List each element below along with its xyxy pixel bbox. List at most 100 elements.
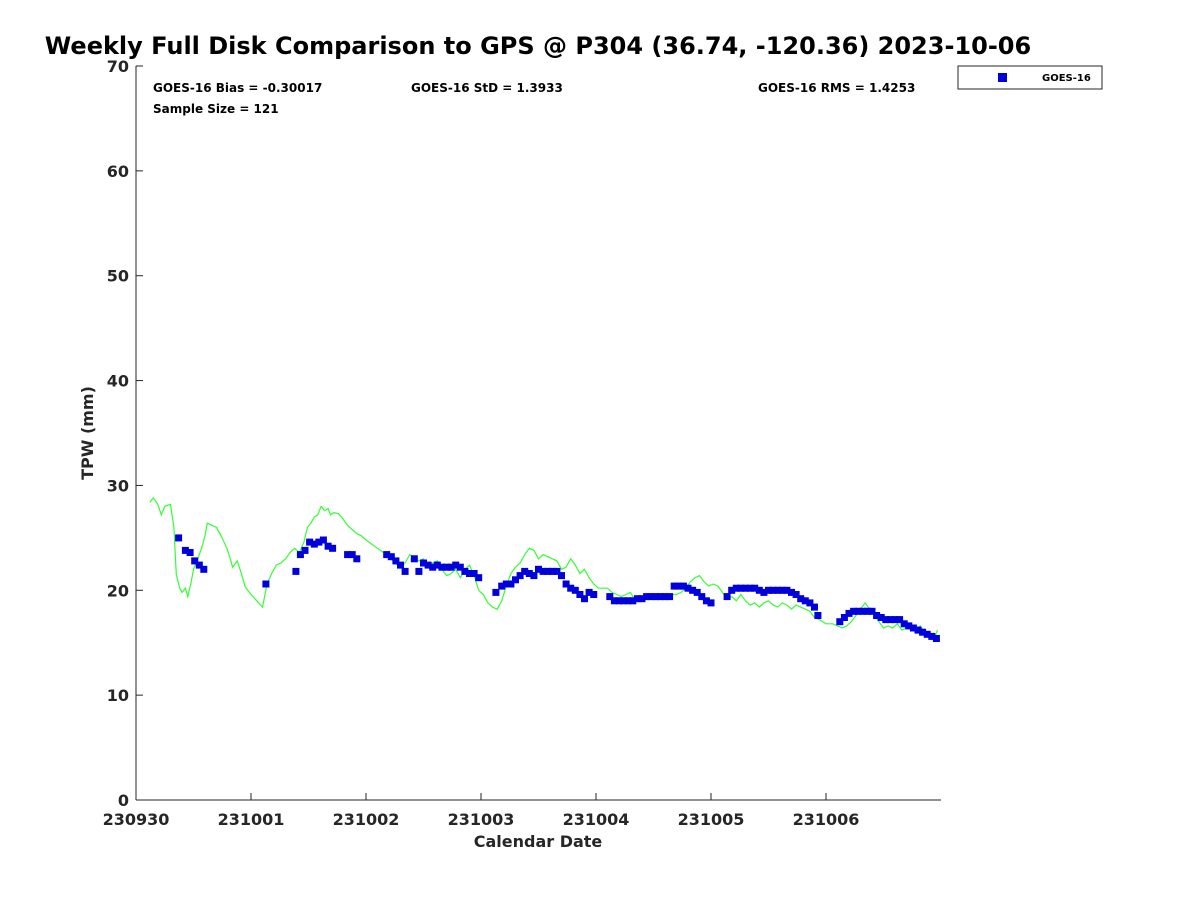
goes16-point [666,593,674,601]
goes16-point [914,626,922,634]
goes16-point [778,586,786,594]
y-tick-label: 40 [107,372,129,391]
goes16-point [774,586,782,594]
goes16-point [792,591,800,598]
goes16-point [629,597,637,605]
goes16-point [306,538,314,546]
goes16-point [723,593,731,601]
gps-series [149,497,939,640]
goes16-point [329,544,337,552]
goes16-point [301,546,309,554]
goes16-point [610,597,618,605]
goes16-point [886,616,894,624]
goes16-point [702,597,710,605]
x-tick-label: 231004 [563,810,630,829]
gps-line [149,497,939,640]
goes16-point [882,616,890,624]
goes16-point [652,593,660,601]
goes16-point [415,567,423,575]
goes16-point [661,593,669,601]
goes16-point [896,616,904,624]
goes16-point [806,599,814,607]
goes16-point [624,597,632,605]
goes16-point [492,588,500,596]
goes16-point [191,557,199,565]
goes16-point [728,586,736,594]
legend-marker-goes16 [998,73,1007,82]
goes16-point [909,624,917,632]
goes16-point [443,563,450,571]
stat-bias: GOES-16 Bias = -0.30017 [153,81,322,95]
goes16-point [707,599,715,607]
goes16-point [840,614,848,621]
plot-frame [136,66,941,800]
x-tick-label: 231001 [218,810,285,829]
goes16-point [615,597,623,605]
goes16-point [689,586,697,594]
goes16-point [571,586,579,594]
x-tick-label: 231003 [448,810,515,829]
goes16-point [401,567,409,575]
goes16-point [181,546,189,554]
y-axis-label: TPW (mm) [78,386,97,480]
goes16-point [845,609,853,617]
goes16-point [737,584,745,592]
goes16-point [507,580,515,588]
goes16-point [498,582,506,590]
goes16-point [512,576,519,584]
goes16-point [344,551,352,559]
goes16-point [315,538,323,546]
goes16-point [292,567,300,575]
goes16-point [620,597,628,605]
goes16-point [633,595,641,603]
goes16-point [923,630,931,638]
goes16-point [447,563,455,571]
goes16-point [516,572,524,580]
goes16-point [429,563,437,571]
goes16-point [732,584,740,592]
goes16-point [387,553,395,561]
goes16-point [919,628,927,636]
y-tick-label: 70 [107,57,129,76]
goes16-point [530,572,538,580]
goes16-point [746,584,754,592]
goes16-point [797,595,805,603]
goes16-point [877,614,885,621]
x-tick-label: 231002 [333,810,400,829]
y-tick-label: 0 [118,791,129,810]
goes16-point [470,570,478,577]
goes16-point [353,555,361,563]
goes16-point [397,561,404,569]
legend-box [957,65,1103,90]
goes16-point [324,542,332,550]
goes16-point [854,607,862,615]
goes16-point [461,567,469,575]
y-axis-ticks: 0 10 20 30 40 50 60 70 [107,57,143,810]
goes16-point [438,563,446,571]
goes16-point [525,570,533,577]
goes16-point [606,593,614,601]
goes16-point [319,536,327,544]
goes16-point [859,607,867,615]
goes16-point [670,582,678,590]
goes16-point [755,586,763,594]
goes16-point [647,593,655,601]
goes16-point [475,574,483,582]
y-tick-label: 50 [107,267,129,286]
goes16-point [765,586,772,594]
goes16-point [576,591,584,598]
goes16-point [581,595,588,603]
goes16-point [783,586,791,594]
goes16-point [684,584,692,592]
goes16-point [539,567,547,575]
x-axis-ticks: 230930 231001 231002 231003 231004 231005 2310… [103,793,859,829]
goes16-point [873,612,881,619]
stat-sample-size: Sample Size = 121 [153,102,279,116]
goes16-point [751,584,759,592]
goes16-point [521,567,529,575]
goes16-point [891,616,899,624]
x-axis-label: Calendar Date [474,832,603,851]
goes16-point [548,567,556,575]
goes16-point [928,632,936,640]
